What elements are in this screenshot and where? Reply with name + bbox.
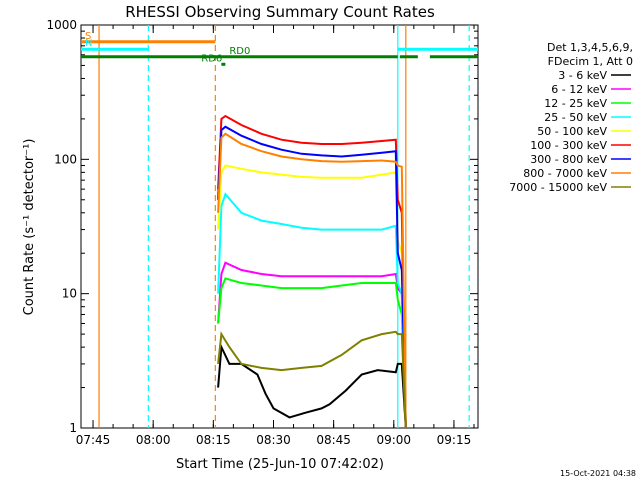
- annotation-label-3: RD0: [229, 46, 250, 57]
- legend-label-7: 800 - 7000 keV: [523, 167, 607, 180]
- annotation-label-1: N: [85, 38, 92, 49]
- y-tick-label-1: 10: [62, 287, 77, 301]
- x-tick-label-4: 08:45: [316, 433, 351, 447]
- series-line-8: [217, 330, 407, 429]
- series-line-3: [217, 192, 407, 429]
- legend-label-3: 25 - 50 keV: [544, 111, 607, 124]
- series-line-4: [217, 164, 407, 429]
- plot-area: 07:45 08:00 08:15 08:30 08:45 09:00 09:15 1 10 10…: [46, 18, 479, 447]
- x-tick-label-0: 07:45: [76, 433, 111, 447]
- legend: Det 1,3,4,5,6,9,FDecim 1, Att 03 - 6 keV…: [509, 41, 633, 194]
- x-tick-label-5: 09:00: [376, 433, 411, 447]
- x-axis-label: Start Time (25-Jun-10 07:42:02): [176, 457, 384, 472]
- x-tick-label-1: 08:00: [136, 433, 171, 447]
- legend-label-0: 3 - 6 keV: [558, 69, 607, 82]
- legend-header-0: Det 1,3,4,5,6,9,: [547, 41, 633, 54]
- y-tick-label-0: 1: [69, 421, 77, 435]
- y-tick-label-3: 1000: [46, 18, 77, 32]
- annotation-label-6: RD6: [201, 53, 222, 64]
- chart-title: RHESSI Observing Summary Count Rates: [125, 3, 435, 21]
- series-line-0: [217, 343, 407, 429]
- legend-label-1: 6 - 12 keV: [551, 83, 607, 96]
- series-line-6: [217, 125, 407, 429]
- legend-label-6: 300 - 800 keV: [530, 153, 607, 166]
- plot-frame: [80, 24, 479, 429]
- y-axis-label: Count Rate (s⁻¹ detector⁻¹): [22, 139, 37, 316]
- footer-timestamp: 15-Oct-2021 04:38: [560, 469, 636, 478]
- legend-label-5: 100 - 300 keV: [530, 139, 607, 152]
- legend-label-4: 50 - 100 keV: [537, 125, 607, 138]
- legend-label-2: 12 - 25 keV: [544, 97, 607, 110]
- annotation-label-0: S: [85, 31, 91, 42]
- x-tick-label-3: 08:30: [256, 433, 291, 447]
- series-line-7: [217, 132, 407, 429]
- x-tick-label-2: 08:15: [196, 433, 231, 447]
- series-line-5: [217, 114, 407, 429]
- legend-header-1: FDecim 1, Att 0: [548, 55, 633, 68]
- legend-label-8: 7000 - 15000 keV: [509, 181, 607, 194]
- series-line-2: [217, 277, 407, 429]
- y-tick-label-2: 100: [54, 152, 77, 166]
- x-tick-label-6: 09:15: [437, 433, 472, 447]
